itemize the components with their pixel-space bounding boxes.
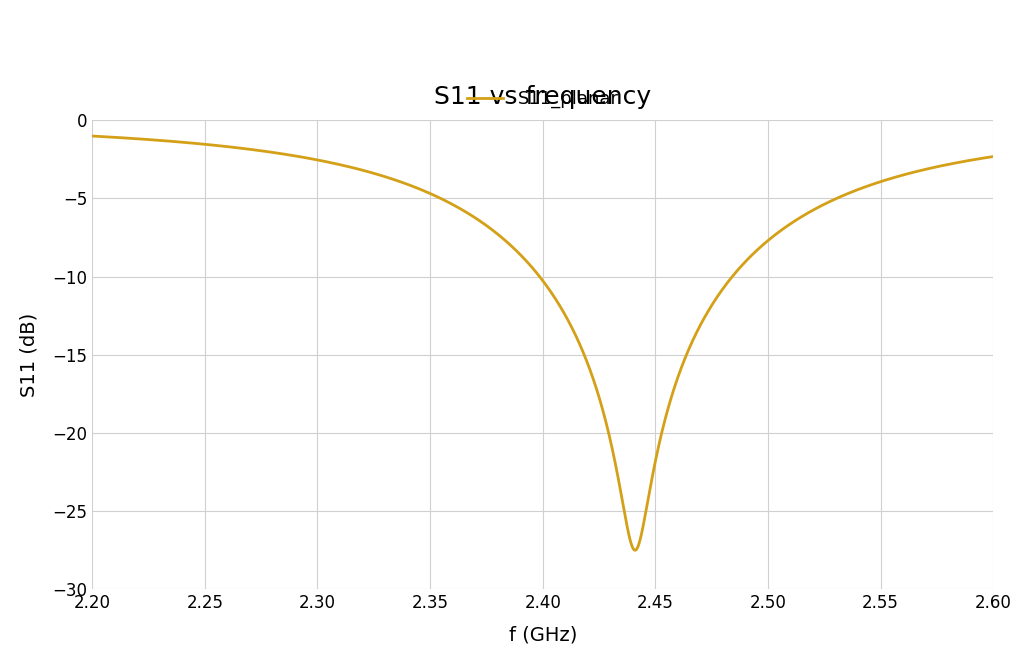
S11_planar bbox=[959, 157, 972, 165]
Legend: S11_planar: S11_planar bbox=[460, 82, 626, 115]
Y-axis label: S11 (dB): S11 (dB) bbox=[19, 312, 39, 397]
S11_planar bbox=[629, 546, 641, 554]
S11_planar bbox=[987, 153, 999, 161]
X-axis label: f (GHz): f (GHz) bbox=[509, 626, 577, 644]
S11_planar bbox=[514, 251, 526, 259]
S11_planar bbox=[740, 256, 753, 264]
S11_planar bbox=[465, 211, 477, 219]
S11_planar bbox=[472, 215, 484, 223]
Line: S11_planar: S11_planar bbox=[92, 136, 993, 550]
Title: S11 vs frequency: S11 vs frequency bbox=[434, 85, 651, 109]
S11_planar bbox=[86, 132, 98, 140]
S11_planar bbox=[914, 167, 927, 175]
